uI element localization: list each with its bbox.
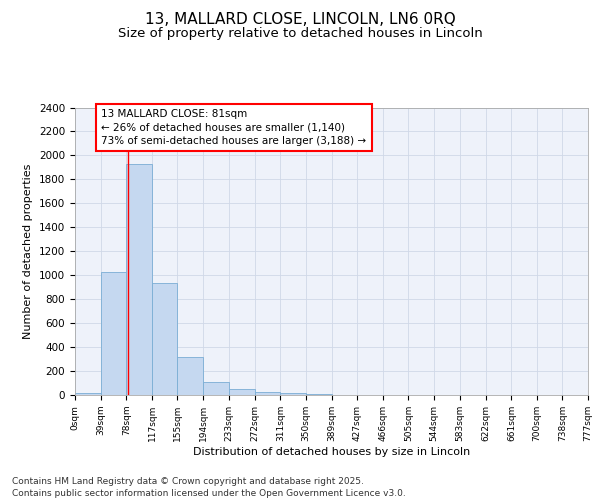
Text: Size of property relative to detached houses in Lincoln: Size of property relative to detached ho… — [118, 28, 482, 40]
Bar — [203, 382, 229, 395]
Bar — [229, 389, 254, 395]
Y-axis label: Number of detached properties: Number of detached properties — [23, 164, 34, 339]
X-axis label: Distribution of detached houses by size in Lincoln: Distribution of detached houses by size … — [193, 446, 470, 456]
Text: 13, MALLARD CLOSE, LINCOLN, LN6 0RQ: 13, MALLARD CLOSE, LINCOLN, LN6 0RQ — [145, 12, 455, 28]
Bar — [152, 283, 178, 395]
Bar — [178, 358, 203, 395]
Text: Contains HM Land Registry data © Crown copyright and database right 2025.
Contai: Contains HM Land Registry data © Crown c… — [12, 476, 406, 498]
Bar — [254, 392, 280, 395]
Text: 13 MALLARD CLOSE: 81sqm
← 26% of detached houses are smaller (1,140)
73% of semi: 13 MALLARD CLOSE: 81sqm ← 26% of detache… — [101, 110, 367, 146]
Bar — [75, 393, 101, 395]
Bar — [101, 272, 127, 395]
Bar — [306, 394, 332, 395]
Bar — [280, 393, 306, 395]
Bar — [127, 164, 152, 395]
